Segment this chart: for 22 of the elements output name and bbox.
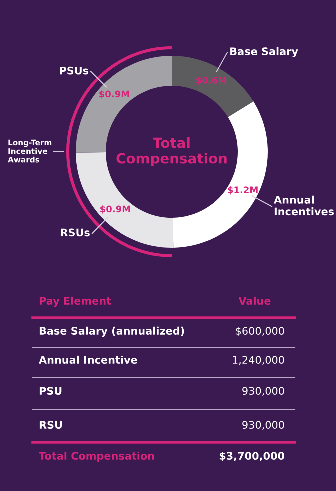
slice-label: Base Salary <box>230 47 298 58</box>
text: 930,000 <box>242 387 284 396</box>
data-label: $1.2M <box>228 186 258 195</box>
text: PSU <box>40 387 62 396</box>
slice-label: Annual Incentives <box>274 196 334 216</box>
text: 930,000 <box>242 421 284 430</box>
text: Total Compensation <box>39 452 154 462</box>
text: Value <box>238 296 271 306</box>
text: Annual Incentive <box>39 356 138 364</box>
data-label: $0.6M <box>196 76 226 86</box>
text: $600,000 <box>236 326 284 336</box>
slice-label: RSUs <box>61 228 90 237</box>
data-label: $0.9M <box>100 206 130 214</box>
donut-slice <box>172 56 254 118</box>
slice-label: PSUs <box>60 66 89 75</box>
text: 1,240,000 <box>233 356 284 366</box>
text: Base Salary (annualized) <box>40 326 184 338</box>
text: RSU <box>40 421 62 430</box>
text: Pay Element <box>40 296 112 308</box>
data-label: $0.9M <box>100 90 130 99</box>
text: $3,700,000 <box>220 452 285 462</box>
text: Total Compensation <box>116 138 227 166</box>
